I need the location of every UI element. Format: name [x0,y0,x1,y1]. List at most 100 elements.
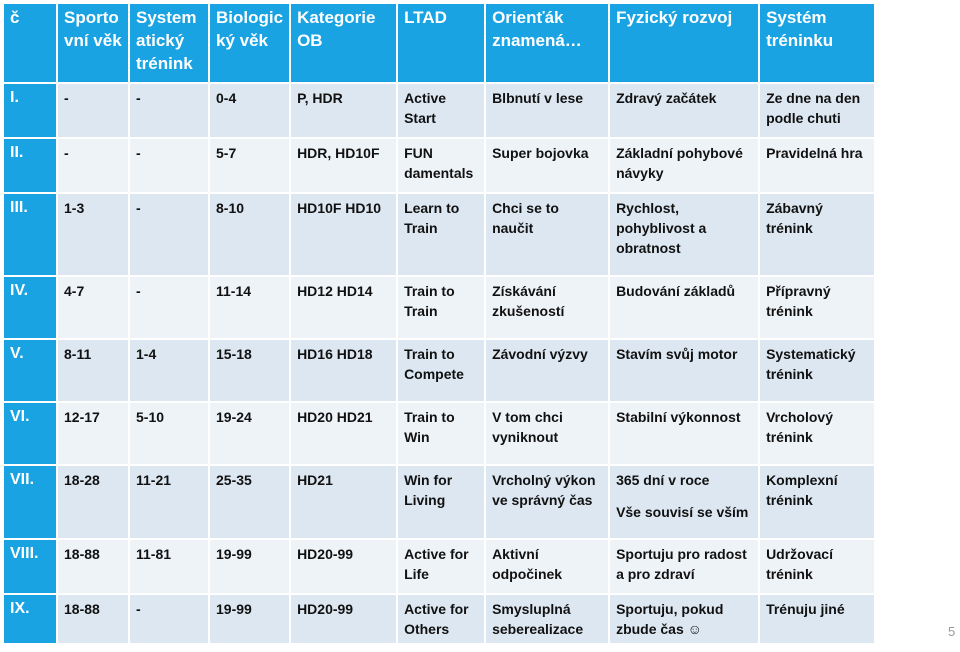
table-cell: V tom chci vyniknout [486,403,609,464]
header-cell-ltad: LTAD [398,4,485,82]
table-cell: Zdravý začátek [610,84,759,137]
ltad-table: č Sporto vní věk System atický trénink B… [2,2,876,645]
table-cell: - [130,595,208,643]
table-cell: Vrcholový trénink [760,403,875,464]
table-cell: 1-4 [130,340,208,401]
table-cell: Aktivní odpočinek [486,540,609,593]
cell-first-line: 365 dní v roce [616,472,710,488]
table-cell: - [130,194,208,275]
table-cell: Learn to Train [398,194,485,275]
table-cell: 4-7 [58,277,128,338]
table-row: III. 1-3-8-10 HD10F HD10 Learn to Train Chci… [4,194,875,275]
row-number-cell: I. [4,84,56,137]
table-row: IX. 18-88-19-99 HD20-99 Active for Others Sm… [4,595,875,643]
row-number-cell: VI. [4,403,56,464]
table-cell: 11-81 [130,540,208,593]
table-cell: Sportuju pro radost a pro zdraví [610,540,759,593]
row-number-cell: III. [4,194,56,275]
slide-number: 5 [948,624,956,639]
table-cell: HD20-99 [291,540,397,593]
table-cell: HD21 [291,466,397,538]
table-cell: Win for Living [398,466,485,538]
table-cell: HD10F HD10 [291,194,397,275]
table-cell: - [130,139,208,192]
table-cell: Přípravný trénink [760,277,875,338]
table-row: V. 8-11 1-4 15-18 HD16 HD18 Train to Compete Z… [4,340,875,401]
table-cell: Budování základů [610,277,759,338]
table-cell: HD12 HD14 [291,277,397,338]
header-cell-category: Kategorie OB [291,4,397,82]
table-cell: Smysluplná seberealizace [486,595,609,643]
header-cell-sport-age: Sporto vní věk [58,4,128,82]
table-cell: Sportuju, pokud zbude čas ☺ [610,595,759,643]
table-cell: Závodní výzvy [486,340,609,401]
table-cell: 25-35 [210,466,290,538]
table-cell: Komplexní trénink [760,466,875,538]
header-row: č Sporto vní věk System atický trénink B… [4,4,875,82]
table-cell: Train to Compete [398,340,485,401]
table-cell: Ze dne na den podle chuti [760,84,875,137]
table-cell: Pravidelná hra [760,139,875,192]
header-cell-systematic-training: System atický trénink [130,4,208,82]
table-cell: - [58,139,128,192]
table-cell: 8-11 [58,340,128,401]
table-cell: 0-4 [210,84,290,137]
table-cell: HD16 HD18 [291,340,397,401]
table-cell: Trénuju jiné [760,595,875,643]
row-number-cell: IV. [4,277,56,338]
table-cell: Systematický trénink [760,340,875,401]
header-cell-number: č [4,4,56,82]
table-cell: - [130,84,208,137]
table-cell: 19-99 [210,540,290,593]
table-cell: 365 dní v roce Vše souvisí se vším [610,466,759,538]
row-number-cell: VII. [4,466,56,538]
row-number-cell: II. [4,139,56,192]
table-cell: Vrcholný výkon ve správný čas [486,466,609,538]
table-cell: 11-14 [210,277,290,338]
table-cell: 11-21 [130,466,208,538]
table-cell: 8-10 [210,194,290,275]
table-cell: 18-88 [58,540,128,593]
table-cell: 15-18 [210,340,290,401]
header-cell-training-system: Systém tréninku [760,4,875,82]
table-cell: 19-24 [210,403,290,464]
table-body: I. - -0-4 P, HDR Active Start Blbnutí v lese Z… [4,84,875,643]
header-cell-physical-development: Fyzický rozvoj [610,4,759,82]
table-cell: FUN damentals [398,139,485,192]
table-cell: HD20 HD21 [291,403,397,464]
table-cell: Blbnutí v lese [486,84,609,137]
header-cell-biological-age: Biologic ký věk [210,4,290,82]
header-cell-orienteering-means: Orienťák znamená… [486,4,609,82]
cell-second-line: Vše souvisí se vším [616,504,749,520]
table-row: IV. 4-7-11-14 HD12 HD14 Train to Train Získá… [4,277,875,338]
table-cell: Super bojovka [486,139,609,192]
table-cell: 5-10 [130,403,208,464]
table-cell: 12-17 [58,403,128,464]
table-cell: Active for Life [398,540,485,593]
table-cell: 19-99 [210,595,290,643]
table-cell: 1-3 [58,194,128,275]
table-cell: HDR, HD10F [291,139,397,192]
table-row: VIII. 18-88 11-81 19-99 HD20-99 Active for Li… [4,540,875,593]
table-cell: Udržovací trénink [760,540,875,593]
table-cell: Train to Win [398,403,485,464]
table-cell: Chci se to naučit [486,194,609,275]
row-number-cell: IX. [4,595,56,643]
table-cell: P, HDR [291,84,397,137]
table-cell: Získávání zkušeností [486,277,609,338]
table-cell: 5-7 [210,139,290,192]
table-cell: HD20-99 [291,595,397,643]
table-cell: Zábavný trénink [760,194,875,275]
row-number-cell: V. [4,340,56,401]
table-cell: Stabilní výkonnost [610,403,759,464]
table-row: VII. 18-28 11-21 25-35 HD21 Win for Living Vrc… [4,466,875,538]
table-row: I. - -0-4 P, HDR Active Start Blbnutí v lese Z… [4,84,875,137]
table-cell: Train to Train [398,277,485,338]
table-cell: 18-88 [58,595,128,643]
table-cell: Rychlost, pohyblivost a obratnost [610,194,759,275]
table-row: VI. 12-17 5-10 19-24 HD20 HD21 Train to Win V … [4,403,875,464]
table-cell: 18-28 [58,466,128,538]
row-number-cell: VIII. [4,540,56,593]
table-cell: Active Start [398,84,485,137]
table-cell: Active for Others [398,595,485,643]
